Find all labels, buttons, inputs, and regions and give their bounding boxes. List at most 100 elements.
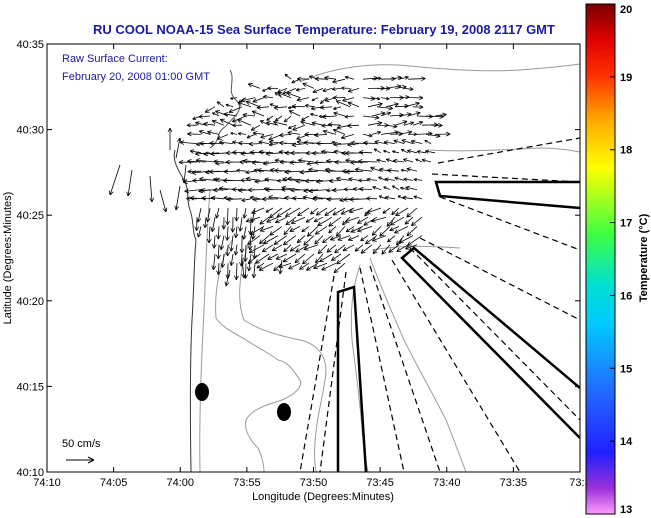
y-tick-label: 40:25 [16, 210, 44, 222]
current-vector [391, 185, 400, 190]
y-tick-label: 40:20 [16, 296, 44, 308]
current-vector [249, 150, 265, 155]
current-vector [279, 132, 292, 138]
current-vector [363, 216, 378, 226]
current-vector [284, 73, 292, 80]
current-vector [333, 111, 346, 117]
current-vector [262, 196, 279, 202]
current-vector [341, 86, 351, 91]
current-vector [325, 168, 346, 174]
current-vector [371, 96, 381, 101]
current-vector [224, 269, 231, 287]
x-tick-label: 74:10 [33, 477, 61, 489]
colorbar [585, 3, 616, 515]
current-vector [312, 88, 324, 94]
current-vector [302, 195, 315, 200]
x-axis: 74:10 74:05 74:00 73:55 73:50 73:45 73:40 73:35… [33, 44, 591, 489]
current-vector [195, 151, 211, 157]
current-vector [259, 226, 274, 232]
beam-outline-southeast [400, 246, 580, 439]
current-vector [384, 177, 396, 182]
plot-area [47, 44, 580, 472]
current-vector [349, 197, 369, 202]
current-vector [247, 187, 265, 193]
current-vector [220, 253, 226, 268]
current-vector [391, 207, 400, 216]
current-vector [295, 244, 310, 253]
current-vector [230, 96, 238, 100]
current-vector [297, 207, 310, 217]
current-vector [383, 186, 391, 190]
current-vector [283, 115, 292, 123]
current-vector [336, 176, 351, 182]
current-vector [292, 124, 306, 131]
current-vector [259, 120, 270, 126]
current-vector [310, 112, 319, 117]
current-vector [394, 84, 407, 90]
current-vector [434, 112, 447, 118]
current-vector [287, 176, 306, 182]
y-tick-label: 40:35 [16, 39, 44, 51]
current-vector [232, 115, 247, 123]
current-vector [240, 97, 256, 103]
current-vector [219, 235, 225, 251]
current-vector [344, 216, 360, 223]
current-vector [292, 195, 306, 201]
bathymetry-contour-5 [369, 257, 467, 472]
current-vector [324, 75, 337, 81]
current-vector [345, 158, 360, 163]
current-vector [184, 188, 202, 194]
radial-dashed-line [299, 275, 335, 472]
current-vector [330, 235, 342, 241]
current-vector [389, 75, 402, 81]
current-vector [226, 196, 243, 202]
current-vector [350, 160, 369, 165]
colorbar-tick-label: 14 [620, 436, 633, 448]
current-vector [283, 244, 292, 253]
radial-dashed-line [439, 196, 580, 251]
current-vector [282, 88, 297, 95]
current-vector [393, 158, 405, 164]
current-vector [372, 235, 387, 242]
current-vector [230, 132, 238, 135]
current-vector [287, 105, 297, 110]
current-vector [384, 195, 396, 200]
current-vector [403, 121, 414, 126]
current-vector [234, 263, 239, 280]
current-vector [233, 226, 239, 239]
current-vector [312, 150, 328, 156]
current-vector [204, 106, 216, 113]
current-vector [314, 76, 328, 82]
current-vector [345, 226, 355, 233]
current-vector [275, 115, 283, 122]
current-vector [279, 159, 297, 165]
current-vector [407, 76, 426, 82]
current-vector [221, 217, 227, 230]
current-vector [376, 158, 387, 163]
current-vector [265, 187, 283, 193]
current-vector [398, 235, 414, 244]
x-tick-label: 74:05 [100, 477, 128, 489]
current-vector [389, 216, 405, 226]
current-vector [289, 226, 301, 232]
radial-dashed-line [359, 267, 405, 472]
current-vector [434, 131, 451, 137]
current-vectors [108, 73, 451, 287]
colorbar-tick-label: 13 [620, 504, 632, 516]
current-vector [300, 120, 315, 126]
bathymetry-contour-8 [371, 245, 461, 251]
current-vector [194, 217, 200, 231]
current-vector [233, 244, 239, 256]
bathymetry-contour-6 [299, 63, 580, 83]
current-vector [203, 217, 208, 229]
y-axis-label: Latitude (Degrees:Minutes) [2, 192, 14, 325]
current-vector [357, 216, 369, 224]
current-vector [273, 262, 283, 272]
x-tick-label: 73:40 [433, 477, 461, 489]
current-vector [289, 244, 301, 252]
site-marker-1 [195, 383, 209, 401]
current-vector [286, 91, 301, 98]
current-vector [332, 207, 346, 216]
current-vector [225, 207, 230, 226]
current-vector [340, 134, 355, 140]
